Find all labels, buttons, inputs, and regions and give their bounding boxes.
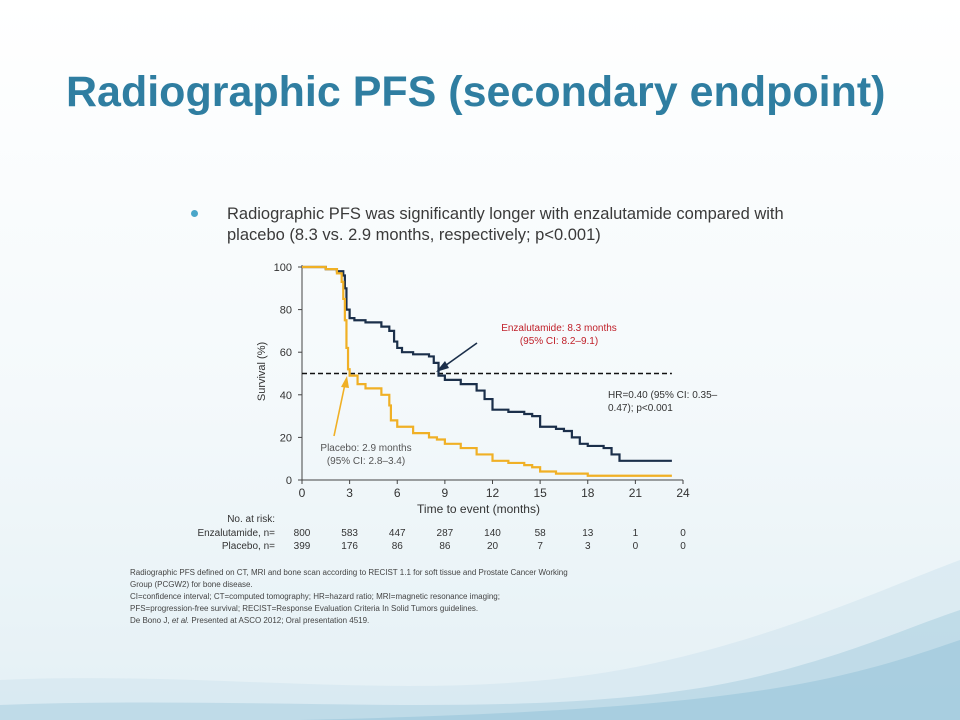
x-tick-label: 15 <box>533 486 547 500</box>
enzalutamide-arrow <box>441 342 478 369</box>
x-tick-label: 0 <box>299 486 306 500</box>
y-axis-label: Survival (%) <box>256 342 268 401</box>
y-tick-label: 20 <box>280 432 292 444</box>
at-risk-value: 0 <box>680 528 686 539</box>
footnote-line: Radiographic PFS defined on CT, MRI and … <box>130 568 568 577</box>
y-tick-label: 40 <box>280 390 292 402</box>
footnote-line: CI=confidence interval; CT=computed tomo… <box>130 592 500 601</box>
at-risk-value: 447 <box>389 528 406 539</box>
footnote-citation: De Bono J, et al. Presented at ASCO 2012… <box>130 615 730 627</box>
background-wave <box>0 560 960 720</box>
placebo-median-label: (95% CI: 2.8–3.4) <box>327 456 405 467</box>
y-tick-label: 0 <box>286 475 292 487</box>
citation-etal: et al. <box>171 616 190 625</box>
at-risk-row-label: Placebo, n= <box>222 541 275 552</box>
x-axis-label: Time to event (months) <box>417 502 540 516</box>
at-risk-value: 583 <box>341 528 358 539</box>
at-risk-value: 20 <box>487 541 499 552</box>
at-risk-value: 86 <box>392 541 404 552</box>
at-risk-value: 1 <box>633 528 639 539</box>
at-risk-value: 399 <box>294 541 311 552</box>
at-risk-value: 86 <box>439 541 451 552</box>
x-tick-label: 3 <box>346 486 353 500</box>
y-tick-label: 80 <box>280 305 292 317</box>
at-risk-value: 140 <box>484 528 501 539</box>
at-risk-value: 0 <box>680 541 686 552</box>
at-risk-value: 58 <box>535 528 547 539</box>
placebo-arrow <box>333 383 346 437</box>
at-risk-value: 800 <box>294 528 311 539</box>
footnote-line: Group (PCGW2) for bone disease. <box>130 580 253 589</box>
at-risk-value: 0 <box>633 541 639 552</box>
enzalutamide-median-label: (95% CI: 8.2–9.1) <box>520 336 598 347</box>
placebo-median-label: Placebo: 2.9 months <box>320 443 411 454</box>
x-tick-label: 18 <box>581 486 595 500</box>
at-risk-value: 287 <box>437 528 454 539</box>
bullet-icon <box>191 210 198 217</box>
bullet-text: Radiographic PFS was significantly longe… <box>227 205 784 244</box>
hazard-ratio-label: HR=0.40 (95% CI: 0.35– <box>608 390 718 401</box>
enzalutamide-median-label: Enzalutamide: 8.3 months <box>501 323 617 334</box>
x-tick-label: 21 <box>629 486 643 500</box>
y-tick-label: 100 <box>274 262 292 274</box>
y-tick-label: 60 <box>280 347 292 359</box>
citation-author: De Bono J, <box>130 616 170 625</box>
x-tick-label: 9 <box>442 486 449 500</box>
at-risk-value: 3 <box>585 541 591 552</box>
at-risk-value: 176 <box>341 541 358 552</box>
citation-rest: Presented at ASCO 2012; Oral presentatio… <box>191 616 370 625</box>
x-tick-label: 24 <box>676 486 690 500</box>
placebo-arrowhead <box>341 376 349 388</box>
footnote-line: PFS=progression-free survival; RECIST=Re… <box>130 604 479 613</box>
x-tick-label: 6 <box>394 486 401 500</box>
at-risk-value: 13 <box>582 528 594 539</box>
at-risk-row-label: Enzalutamide, n= <box>197 528 275 539</box>
slide-title: Radiographic PFS (secondary endpoint) <box>66 68 886 116</box>
hazard-ratio-label: 0.47); p<0.001 <box>608 403 673 414</box>
footnote: Radiographic PFS defined on CT, MRI and … <box>130 567 730 627</box>
at-risk-header: No. at risk: <box>227 514 275 525</box>
placebo-curve <box>302 265 672 477</box>
enzalutamide-curve <box>302 265 672 462</box>
x-tick-label: 12 <box>486 486 500 500</box>
at-risk-value: 7 <box>537 541 543 552</box>
enzalutamide-arrowhead <box>436 361 449 372</box>
